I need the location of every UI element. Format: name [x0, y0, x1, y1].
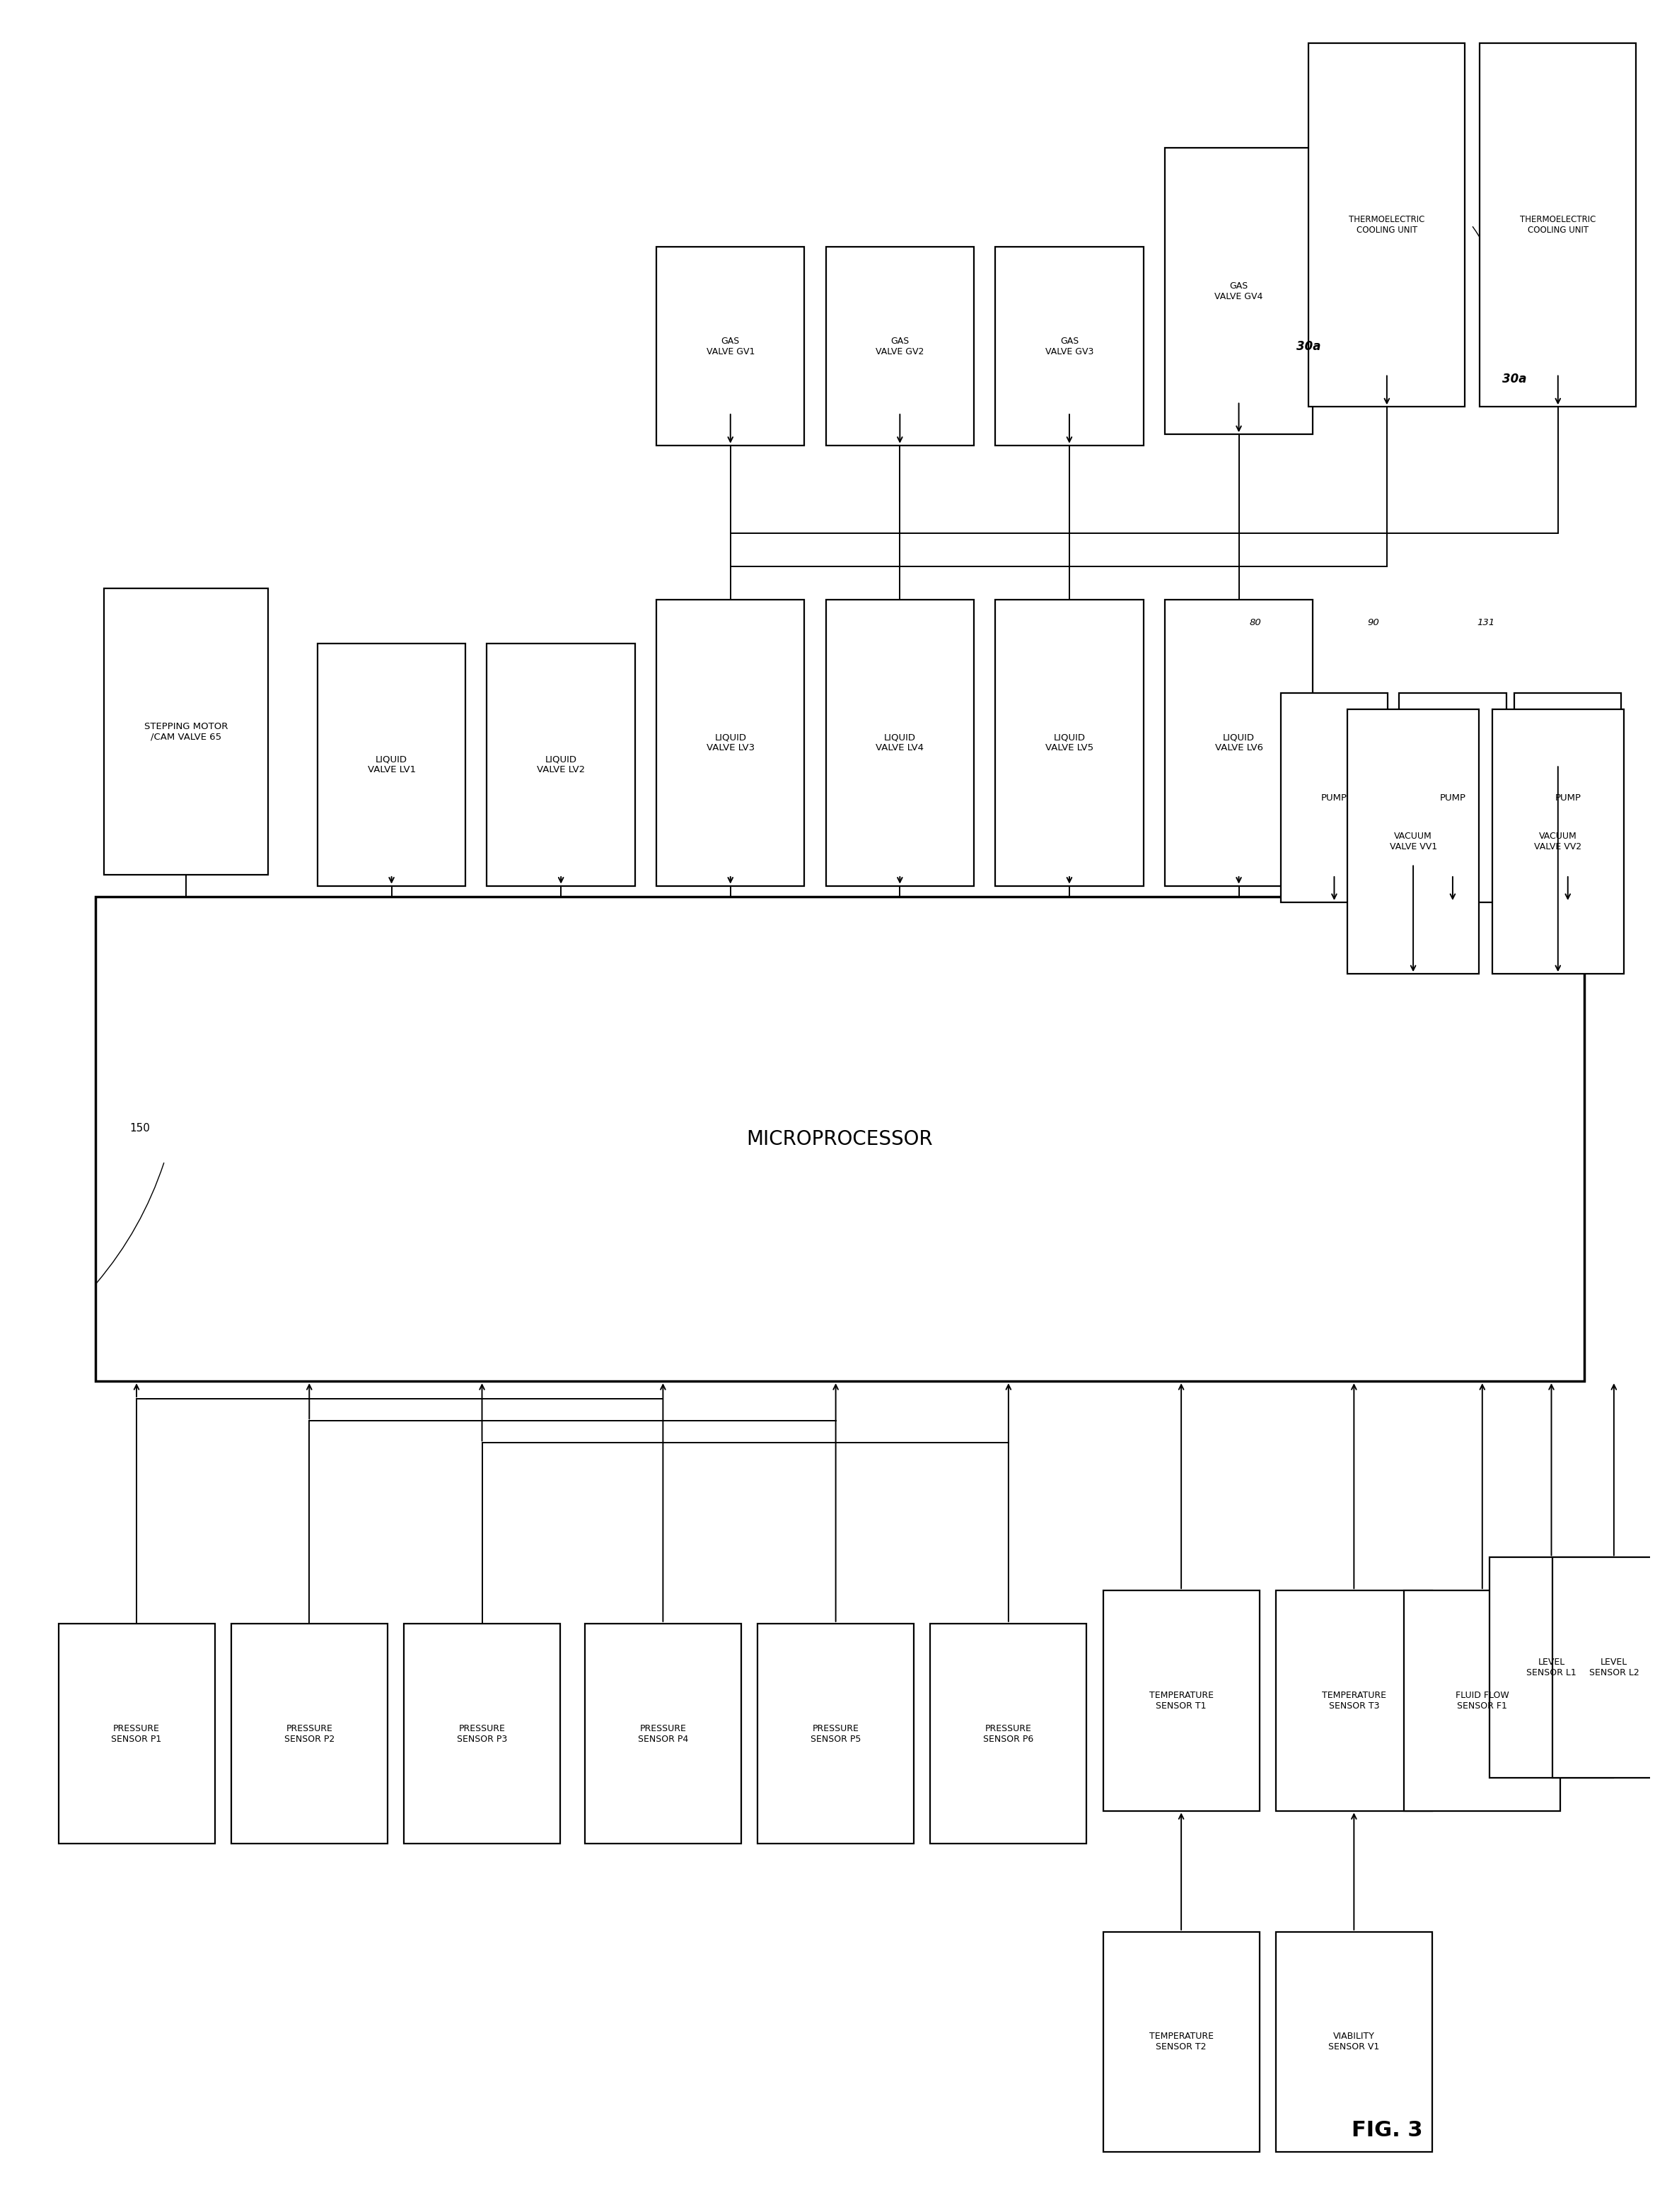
- Text: LIQUID
VALVE LV4: LIQUID VALVE LV4: [875, 732, 923, 752]
- Text: VACUUM
VALVE VV1: VACUUM VALVE VV1: [1390, 832, 1437, 852]
- Bar: [1309, 44, 1465, 407]
- Bar: [995, 599, 1144, 885]
- Text: TEMPERATURE
SENSOR T2: TEMPERATURE SENSOR T2: [1149, 2033, 1213, 2053]
- Bar: [1480, 44, 1637, 407]
- Bar: [1165, 148, 1312, 434]
- Bar: [58, 1624, 215, 1845]
- Bar: [1398, 692, 1506, 902]
- Text: 131: 131: [1476, 617, 1494, 626]
- Text: PRESSURE
SENSOR P6: PRESSURE SENSOR P6: [983, 1723, 1034, 1743]
- Bar: [1276, 1931, 1432, 2152]
- Bar: [104, 588, 268, 874]
- Bar: [826, 599, 973, 885]
- Bar: [1552, 1557, 1655, 1778]
- Text: GAS
VALVE GV4: GAS VALVE GV4: [1215, 281, 1263, 301]
- Bar: [1165, 599, 1312, 885]
- Text: MICROPROCESSOR: MICROPROCESSOR: [746, 1128, 933, 1148]
- Text: GAS
VALVE GV1: GAS VALVE GV1: [707, 336, 755, 356]
- Bar: [584, 1624, 741, 1845]
- Text: 30a: 30a: [1503, 374, 1526, 385]
- Text: 30a: 30a: [1296, 341, 1321, 352]
- Text: TEMPERATURE
SENSOR T1: TEMPERATURE SENSOR T1: [1149, 1690, 1213, 1710]
- Text: PRESSURE
SENSOR P1: PRESSURE SENSOR P1: [111, 1723, 162, 1743]
- Text: STEPPING MOTOR
/CAM VALVE 65: STEPPING MOTOR /CAM VALVE 65: [144, 721, 228, 741]
- Bar: [657, 248, 804, 445]
- Bar: [232, 1624, 387, 1845]
- Bar: [487, 644, 636, 885]
- Text: LIQUID
VALVE LV3: LIQUID VALVE LV3: [707, 732, 755, 752]
- Text: 80: 80: [1250, 617, 1261, 626]
- Text: FLUID FLOW
SENSOR F1: FLUID FLOW SENSOR F1: [1455, 1690, 1509, 1710]
- Text: PRESSURE
SENSOR P3: PRESSURE SENSOR P3: [457, 1723, 506, 1743]
- Bar: [404, 1624, 559, 1845]
- Bar: [1490, 1557, 1614, 1778]
- Bar: [1276, 1590, 1432, 1812]
- Text: PRESSURE
SENSOR P5: PRESSURE SENSOR P5: [811, 1723, 861, 1743]
- Text: LEVEL
SENSOR L1: LEVEL SENSOR L1: [1526, 1657, 1577, 1677]
- Bar: [826, 248, 973, 445]
- Bar: [1403, 1590, 1561, 1812]
- Bar: [758, 1624, 914, 1845]
- Text: THERMOELECTRIC
COOLING UNIT: THERMOELECTRIC COOLING UNIT: [1349, 215, 1425, 234]
- Text: FIG. 3: FIG. 3: [1352, 2119, 1422, 2141]
- Bar: [1514, 692, 1622, 902]
- Bar: [1493, 710, 1624, 973]
- Text: PRESSURE
SENSOR P4: PRESSURE SENSOR P4: [637, 1723, 688, 1743]
- Text: VACUUM
VALVE VV2: VACUUM VALVE VV2: [1534, 832, 1582, 852]
- Bar: [1104, 1590, 1259, 1812]
- Text: 90: 90: [1367, 617, 1380, 626]
- Text: 150: 150: [129, 1124, 151, 1133]
- Bar: [657, 599, 804, 885]
- Text: LIQUID
VALVE LV6: LIQUID VALVE LV6: [1215, 732, 1263, 752]
- Text: GAS
VALVE GV2: GAS VALVE GV2: [875, 336, 923, 356]
- Text: LEVEL
SENSOR L2: LEVEL SENSOR L2: [1589, 1657, 1638, 1677]
- Text: TEMPERATURE
SENSOR T3: TEMPERATURE SENSOR T3: [1322, 1690, 1387, 1710]
- Text: VIABILITY
SENSOR V1: VIABILITY SENSOR V1: [1329, 2033, 1380, 2053]
- Text: THERMOELECTRIC
COOLING UNIT: THERMOELECTRIC COOLING UNIT: [1519, 215, 1595, 234]
- Bar: [1347, 710, 1480, 973]
- Text: LIQUID
VALVE LV5: LIQUID VALVE LV5: [1046, 732, 1094, 752]
- Bar: [995, 248, 1144, 445]
- Bar: [96, 896, 1584, 1380]
- Text: LIQUID
VALVE LV2: LIQUID VALVE LV2: [536, 754, 586, 774]
- Text: GAS
VALVE GV3: GAS VALVE GV3: [1046, 336, 1094, 356]
- Bar: [1104, 1931, 1259, 2152]
- Text: LIQUID
VALVE LV1: LIQUID VALVE LV1: [367, 754, 415, 774]
- Bar: [318, 644, 465, 885]
- Text: PUMP: PUMP: [1321, 794, 1347, 803]
- Bar: [930, 1624, 1087, 1845]
- Text: PUMP: PUMP: [1440, 794, 1466, 803]
- Text: PRESSURE
SENSOR P2: PRESSURE SENSOR P2: [285, 1723, 334, 1743]
- Bar: [1281, 692, 1387, 902]
- Text: PUMP: PUMP: [1554, 794, 1581, 803]
